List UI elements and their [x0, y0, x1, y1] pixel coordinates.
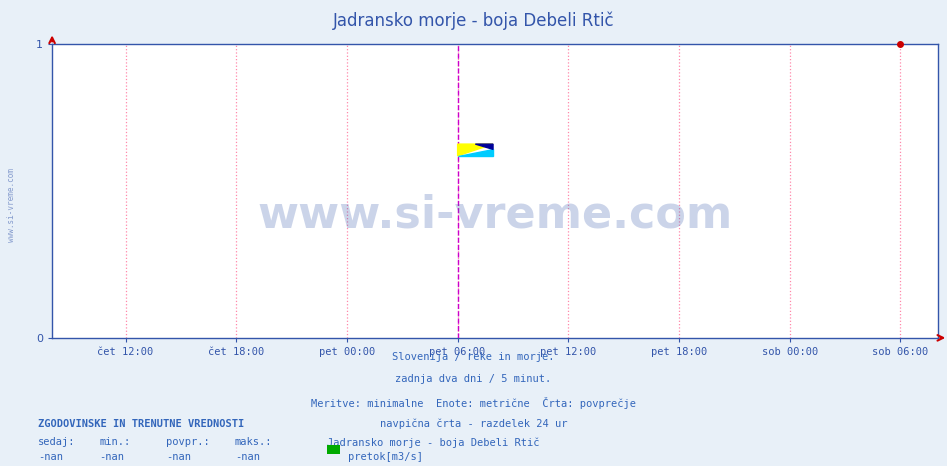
Text: min.:: min.:: [99, 437, 131, 447]
Text: sedaj:: sedaj:: [38, 437, 76, 447]
Text: maks.:: maks.:: [235, 437, 273, 447]
Polygon shape: [457, 150, 493, 156]
Text: -nan: -nan: [38, 452, 63, 462]
Text: www.si-vreme.com: www.si-vreme.com: [258, 193, 732, 236]
Text: -nan: -nan: [166, 452, 190, 462]
Text: -nan: -nan: [99, 452, 124, 462]
Text: Meritve: minimalne  Enote: metrične  Črta: povprečje: Meritve: minimalne Enote: metrične Črta:…: [311, 397, 636, 409]
Text: zadnja dva dni / 5 minut.: zadnja dva dni / 5 minut.: [396, 374, 551, 384]
Text: www.si-vreme.com: www.si-vreme.com: [7, 168, 16, 242]
Polygon shape: [475, 144, 493, 150]
Text: Jadransko morje - boja Debeli Rtič: Jadransko morje - boja Debeli Rtič: [332, 12, 615, 30]
Text: Jadransko morje - boja Debeli Rtič: Jadransko morje - boja Debeli Rtič: [327, 437, 539, 448]
Text: ZGODOVINSKE IN TRENUTNE VREDNOSTI: ZGODOVINSKE IN TRENUTNE VREDNOSTI: [38, 419, 244, 429]
Text: povpr.:: povpr.:: [166, 437, 209, 447]
Text: navpična črta - razdelek 24 ur: navpična črta - razdelek 24 ur: [380, 419, 567, 430]
Text: pretok[m3/s]: pretok[m3/s]: [348, 452, 422, 462]
Text: -nan: -nan: [235, 452, 259, 462]
Polygon shape: [457, 144, 493, 156]
Text: Slovenija / reke in morje.: Slovenija / reke in morje.: [392, 352, 555, 362]
